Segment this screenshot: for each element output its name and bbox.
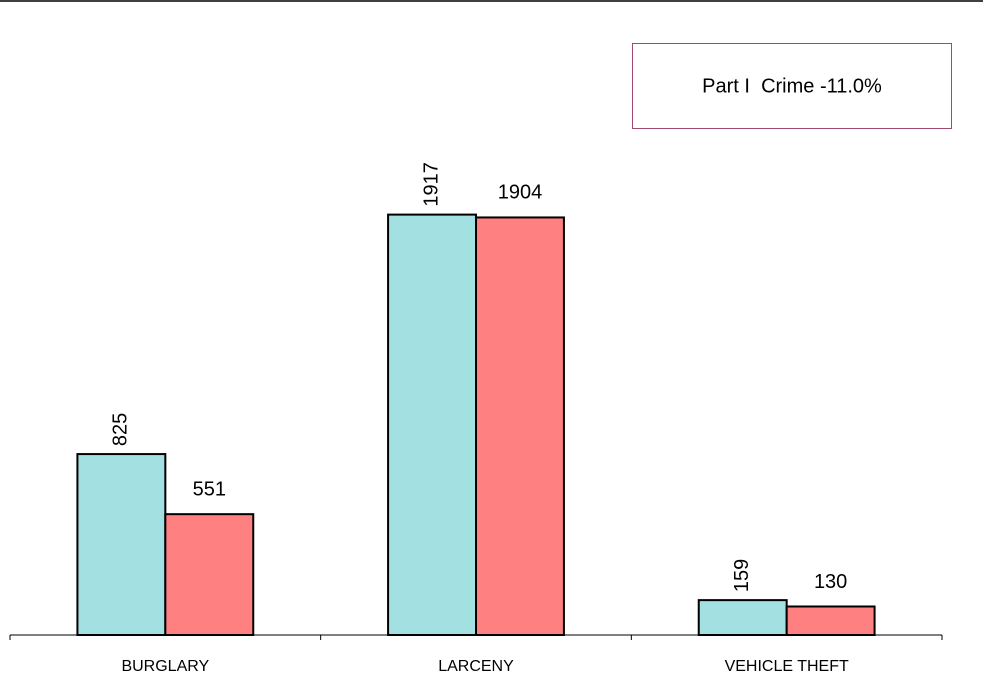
annotation-box [632, 43, 952, 129]
data-label: 551 [193, 478, 226, 500]
data-label: 1904 [498, 182, 543, 204]
data-label: 159 [731, 559, 753, 592]
annotation: Part I Crime -11.0% [702, 75, 882, 97]
data-label: 825 [110, 413, 132, 446]
bar [475, 216, 565, 636]
bar [785, 605, 876, 636]
bar [76, 453, 167, 636]
x-tick-label: BURGLARY [121, 658, 209, 675]
bar [387, 213, 477, 637]
bar [164, 513, 255, 637]
x-tick-label: VEHICLE THEFT [725, 658, 849, 675]
data-label: 1917 [420, 162, 442, 207]
x-tick-label: LARCENY [438, 658, 514, 675]
bar [697, 599, 788, 637]
data-label: 130 [814, 571, 847, 593]
